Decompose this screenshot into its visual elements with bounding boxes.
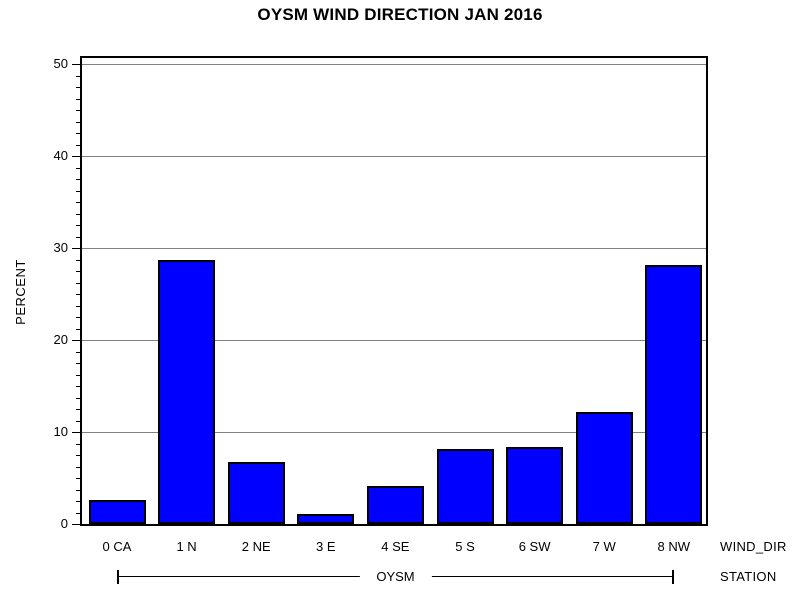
y-minor-tick-46.25 — [76, 98, 80, 100]
y-minor-tick-41.25 — [76, 144, 80, 146]
bar-3-e — [297, 513, 355, 524]
y-major-tick-50.00 — [72, 64, 80, 65]
y-minor-tick-38.75 — [76, 167, 80, 169]
bar-5-s — [436, 449, 494, 524]
plot-area — [80, 56, 708, 526]
bar-0-ca — [88, 500, 146, 524]
group-bracket-right-cap — [672, 570, 674, 584]
x-category-label-1-n: 1 N — [176, 539, 197, 554]
y-minor-tick-27.50 — [76, 271, 80, 272]
y-minor-tick-18.75 — [76, 351, 80, 353]
y-minor-tick-32.50 — [76, 225, 80, 226]
gridline-10 — [82, 432, 706, 433]
y-minor-tick-15.00 — [76, 386, 80, 387]
bar-1-n — [158, 259, 216, 524]
gridline-40 — [82, 156, 706, 157]
y-minor-tick-1.25 — [76, 512, 80, 514]
y-minor-tick-43.75 — [76, 121, 80, 123]
gridline-20 — [82, 340, 706, 341]
y-minor-tick-35.00 — [76, 202, 80, 203]
x-category-label-6-sw: 6 SW — [518, 539, 551, 554]
x-category-label-8-nw: 8 NW — [657, 539, 691, 554]
y-minor-tick-12.50 — [76, 409, 80, 410]
y-tick-label-50: 50 — [53, 56, 68, 71]
x-category-label-7-w: 7 W — [592, 539, 616, 554]
y-tick-label-40: 40 — [53, 148, 68, 163]
bar-2-ne — [227, 462, 285, 524]
gridline-30 — [82, 248, 706, 249]
y-minor-tick-3.75 — [76, 489, 80, 491]
y-minor-tick-21.25 — [76, 328, 80, 330]
y-major-tick-40.00 — [72, 156, 80, 157]
y-tick-label-0: 0 — [60, 516, 68, 531]
y-minor-tick-17.50 — [76, 363, 80, 364]
y-minor-tick-37.50 — [76, 179, 80, 180]
y-minor-tick-25.00 — [76, 294, 80, 295]
gridline-50 — [82, 64, 706, 65]
group-axis-name: STATION — [720, 569, 777, 584]
y-major-tick-20.00 — [72, 340, 80, 341]
y-minor-tick-11.25 — [76, 420, 80, 422]
chart-title: OYSM WIND DIRECTION JAN 2016 — [257, 5, 543, 24]
y-minor-tick-13.75 — [76, 397, 80, 399]
y-minor-tick-28.75 — [76, 259, 80, 261]
bar-7-w — [575, 411, 633, 524]
y-minor-tick-36.25 — [76, 190, 80, 192]
y-tick-label-30: 30 — [53, 240, 68, 255]
y-minor-tick-2.50 — [76, 501, 80, 502]
y-minor-tick-45.00 — [76, 110, 80, 111]
y-minor-tick-26.25 — [76, 282, 80, 284]
y-minor-tick-8.75 — [76, 443, 80, 445]
x-category-label-0-ca: 0 CA — [102, 539, 132, 554]
x-category-label-3-e: 3 E — [316, 539, 336, 554]
group-bracket-left-cap — [117, 570, 119, 584]
y-tick-label-20: 20 — [53, 332, 68, 347]
group-bracket: OYSM — [117, 570, 674, 584]
x-category-label-5-s: 5 S — [455, 539, 475, 554]
y-minor-tick-22.50 — [76, 317, 80, 318]
y-major-tick-10.00 — [72, 432, 80, 433]
y-minor-tick-31.25 — [76, 236, 80, 238]
y-minor-tick-5.00 — [76, 478, 80, 479]
y-axis-label: PERCENT — [13, 259, 28, 325]
y-minor-tick-42.50 — [76, 133, 80, 134]
y-minor-tick-47.50 — [76, 87, 80, 88]
y-minor-tick-33.75 — [76, 213, 80, 215]
y-major-tick-30.00 — [72, 248, 80, 249]
y-minor-tick-6.25 — [76, 466, 80, 468]
x-category-label-2-ne: 2 NE — [241, 539, 271, 554]
bar-6-sw — [506, 446, 564, 524]
y-minor-tick-48.75 — [76, 75, 80, 77]
x-category-label-4-se: 4 SE — [381, 539, 410, 554]
bar-8-nw — [645, 264, 703, 524]
y-minor-tick-16.25 — [76, 374, 80, 376]
y-major-tick-0.00 — [72, 524, 80, 525]
y-minor-tick-7.50 — [76, 455, 80, 456]
y-minor-tick-23.75 — [76, 305, 80, 307]
y-tick-label-10: 10 — [53, 424, 68, 439]
group-label: OYSM — [359, 570, 432, 584]
bar-4-se — [366, 486, 424, 524]
x-axis-name: WIND_DIR — [720, 539, 787, 554]
